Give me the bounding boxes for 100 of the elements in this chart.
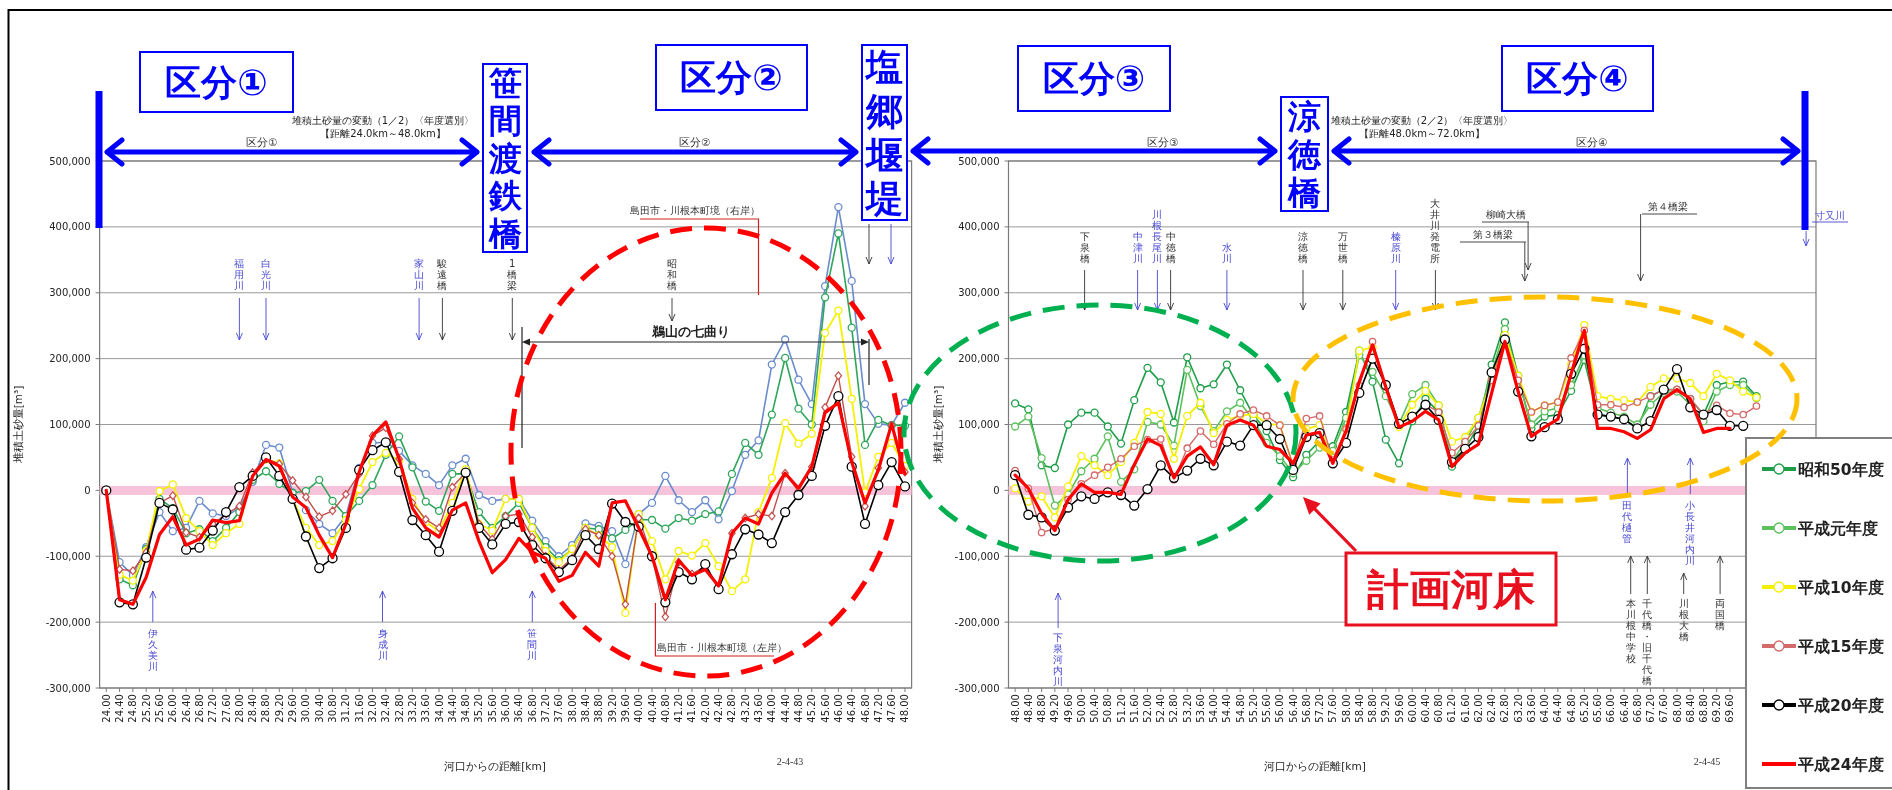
x-tick-label: 31.20 bbox=[340, 694, 352, 723]
annotation: 下泉橋 bbox=[1079, 231, 1090, 264]
text: 区分② bbox=[679, 136, 711, 148]
x-tick-label: 30.80 bbox=[327, 694, 339, 723]
legend-label: 平成20年度 bbox=[1797, 696, 1884, 715]
x-tick-label: 45.60 bbox=[819, 694, 831, 723]
annotation: 大井川発電所 bbox=[1430, 198, 1441, 264]
x-tick-label: 36.40 bbox=[513, 694, 525, 723]
x-tick-label: 63.60 bbox=[1525, 694, 1537, 723]
x-tick-label: 67.60 bbox=[1658, 694, 1670, 723]
legend-label: 平成24年度 bbox=[1797, 755, 1884, 774]
y-tick-label: 100,000 bbox=[49, 419, 91, 430]
y-tick-label: 200,000 bbox=[958, 353, 1000, 365]
y-tick-label: 0 bbox=[84, 484, 91, 496]
x-tick-label: 47.20 bbox=[872, 694, 884, 723]
y-tick-label: 300,000 bbox=[958, 287, 1000, 299]
annotation: 涼徳橋 bbox=[1298, 231, 1308, 264]
x-tick-label: 54.80 bbox=[1234, 694, 1246, 723]
x-tick-label: 65.20 bbox=[1578, 694, 1590, 723]
x-tick-label: 30.40 bbox=[313, 694, 325, 723]
annotation: 涼徳橋 bbox=[1287, 96, 1322, 212]
x-tick-label: 46.00 bbox=[832, 694, 844, 723]
x-tick-label: 55.60 bbox=[1261, 694, 1273, 723]
y-tick-label: -200,000 bbox=[954, 616, 1000, 628]
y-tick-label: 200,000 bbox=[49, 353, 91, 365]
annotation: 鵜山の七曲り bbox=[651, 324, 730, 339]
x-tick-label: 64.80 bbox=[1565, 694, 1577, 723]
annotation: 第４橋梁 bbox=[1648, 201, 1688, 212]
y-axis-title: 堆積土砂量[m³] bbox=[932, 385, 944, 465]
annotation: 島田市・川根本町境（右岸） bbox=[630, 205, 760, 216]
annotation: 家山川 bbox=[414, 258, 425, 291]
x-tick-label: 66.80 bbox=[1631, 694, 1643, 723]
x-tick-label: 55.20 bbox=[1247, 694, 1259, 723]
annotation: 伊久美川 bbox=[147, 627, 158, 672]
x-tick-label: 25.20 bbox=[140, 694, 152, 723]
x-tick-label: 52.00 bbox=[1142, 694, 1153, 723]
annotation: 川根長尾川 bbox=[1152, 209, 1163, 264]
x-tick-label: 38.40 bbox=[579, 694, 591, 723]
x-tick-label: 38.00 bbox=[566, 694, 578, 723]
x-tick-label: 49.60 bbox=[1062, 694, 1074, 723]
y-tick-label: -200,000 bbox=[45, 616, 91, 628]
x-tick-label: 25.60 bbox=[154, 694, 165, 723]
x-tick-label: 57.20 bbox=[1314, 694, 1326, 723]
x-tick-label: 27.60 bbox=[220, 694, 232, 723]
y-tick-label: 500,000 bbox=[49, 155, 91, 167]
x-tick-label: 62.00 bbox=[1472, 694, 1484, 723]
x-tick-label: 34.00 bbox=[433, 694, 445, 723]
legend-label: 昭和50年度 bbox=[1798, 460, 1884, 479]
x-tick-label: 46.80 bbox=[859, 694, 871, 723]
x-tick-label: 51.20 bbox=[1115, 694, 1127, 723]
x-tick-label: 50.80 bbox=[1102, 694, 1114, 723]
x-tick-label: 41.60 bbox=[686, 694, 698, 723]
x-tick-label: 48.00 bbox=[899, 694, 911, 723]
annotation: 寸又川 bbox=[1815, 210, 1845, 221]
x-tick-label: 52.80 bbox=[1168, 694, 1180, 723]
x-tick-label: 40.40 bbox=[646, 694, 658, 723]
x-tick-label: 30.00 bbox=[300, 694, 312, 723]
x-tick-label: 62.40 bbox=[1486, 694, 1498, 723]
x-tick-label: 58.00 bbox=[1340, 694, 1352, 723]
x-tick-label: 39.20 bbox=[606, 694, 618, 723]
text: 区分② bbox=[680, 57, 783, 99]
x-tick-label: 26.80 bbox=[193, 694, 205, 723]
x-tick-label: 60.40 bbox=[1419, 694, 1431, 723]
annotation: 水川 bbox=[1221, 242, 1232, 264]
x-tick-label: 60.00 bbox=[1406, 694, 1418, 723]
x-tick-label: 40.80 bbox=[659, 694, 671, 723]
x-tick-label: 36.00 bbox=[500, 694, 512, 723]
x-tick-label: 56.40 bbox=[1287, 694, 1299, 723]
annotation: 千代橋・旧千代橋 bbox=[1641, 597, 1653, 686]
y-tick-label: 0 bbox=[993, 484, 1000, 496]
x-tick-label: 54.40 bbox=[1221, 694, 1233, 723]
x-tick-label: 50.40 bbox=[1089, 694, 1101, 723]
x-tick-label: 68.00 bbox=[1671, 694, 1683, 723]
x-tick-label: 41.20 bbox=[673, 694, 685, 723]
y-tick-label: -300,000 bbox=[954, 682, 1000, 694]
x-tick-label: 46.40 bbox=[846, 694, 858, 723]
x-tick-label: 32.40 bbox=[380, 694, 392, 723]
x-tick-label: 48.00 bbox=[1009, 694, 1021, 723]
x-tick-label: 66.40 bbox=[1618, 694, 1630, 723]
x-tick-label: 34.40 bbox=[446, 694, 458, 723]
x-tick-label: 61.20 bbox=[1446, 694, 1458, 723]
x-tick-label: 36.80 bbox=[526, 694, 538, 723]
x-tick-label: 24.40 bbox=[114, 694, 126, 723]
annotation: 第３橋梁 bbox=[1473, 229, 1513, 240]
annotation: 昭和橋 bbox=[667, 258, 677, 291]
x-tick-label: 68.80 bbox=[1697, 694, 1709, 723]
chart-subtitle: 【距離24.0km～48.0km】 bbox=[320, 128, 446, 139]
text: 区分④ bbox=[1576, 136, 1608, 148]
x-tick-label: 64.00 bbox=[1539, 694, 1551, 723]
x-tick-label: 48.40 bbox=[1022, 694, 1034, 723]
x-tick-label: 53.20 bbox=[1181, 694, 1193, 723]
x-tick-label: 43.20 bbox=[739, 694, 751, 723]
x-tick-label: 33.20 bbox=[406, 694, 418, 723]
x-axis-title: 河口からの距離[km] bbox=[444, 760, 546, 772]
annotation: 小長井河内川 bbox=[1685, 499, 1696, 566]
text: 2-4-43 bbox=[776, 756, 804, 767]
x-tick-label: 42.40 bbox=[713, 694, 725, 723]
x-tick-label: 39.60 bbox=[619, 694, 631, 723]
chart-title: 堆積土砂量の変動（1／2）〈年度選別〉 bbox=[290, 115, 475, 126]
annotation: 身成川 bbox=[377, 627, 388, 661]
